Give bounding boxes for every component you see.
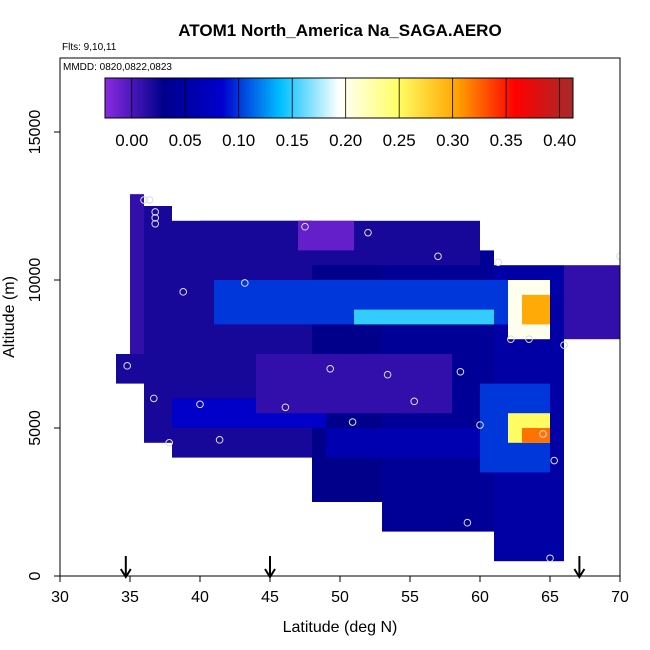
x-axis-label: Latitude (deg N)	[283, 619, 398, 636]
chart-title: ATOM1 North_America Na_SAGA.AERO	[178, 21, 501, 40]
colorbar-tick-label-6: 0.30	[436, 131, 469, 150]
flight-point-28	[550, 456, 559, 465]
colorbar-tick-label-5: 0.25	[383, 131, 416, 150]
flight-point-20	[196, 400, 204, 409]
flight-point-24	[539, 430, 547, 438]
heatmap-region-16	[522, 294, 550, 325]
heatmap-region-1	[144, 206, 172, 443]
y-tick-label-0: 0	[27, 571, 44, 580]
mmdd-annotation: MMDD: 0820,0822,0823	[63, 62, 172, 73]
heatmap-region-14	[522, 428, 550, 443]
flight-point-3	[151, 214, 159, 222]
x-tick-label-8: 70	[611, 589, 629, 606]
flight-point-29	[463, 518, 472, 527]
flight-point-27	[165, 439, 173, 447]
flight-point-15	[123, 362, 131, 370]
heatmap-region-0	[130, 194, 144, 369]
y-axis: 0 5000 10000 15000	[27, 110, 60, 580]
colorbar-gradient	[104, 77, 574, 119]
flight-point-23	[476, 421, 484, 429]
heatmap-region-19	[298, 220, 354, 251]
colorbar-tick-label-2: 0.10	[222, 131, 255, 150]
x-tick-label-4: 50	[331, 589, 349, 606]
flights-annotation: Flts: 9,10,11	[62, 42, 117, 53]
flight-point-8	[494, 258, 503, 267]
flight-point-7	[434, 252, 442, 261]
flight-point-18	[456, 367, 465, 376]
colorbar: 0.00 0.05 0.10 0.15 0.20 0.25 0.30 0.35 0.40	[104, 77, 576, 150]
heatmap-region-7	[116, 354, 144, 384]
heatmap-region-11	[326, 428, 480, 458]
x-tick-label-0: 30	[51, 589, 69, 606]
flight-point-1	[145, 196, 154, 204]
colorbar-tick-label-1: 0.05	[169, 131, 202, 150]
x-tick-label-5: 55	[401, 589, 419, 606]
flight-point-16	[326, 365, 335, 373]
flight-point-12	[507, 335, 515, 344]
flight-arrows	[119, 556, 586, 579]
colorbar-tick-label-0: 0.00	[115, 131, 148, 150]
flight-point-10	[241, 279, 249, 287]
x-axis: 30 35 40 45 50 55 60 65 70	[51, 576, 629, 606]
heatmap-region-9	[354, 309, 494, 325]
y-tick-label-2: 10000	[27, 258, 44, 303]
y-axis-label: Altitude (m)	[1, 276, 18, 358]
heatmap-cells	[116, 194, 620, 562]
flight-arrow-2	[573, 556, 586, 579]
flight-point-6	[364, 228, 372, 237]
heatmap-region-6	[564, 265, 620, 340]
flight-point-9	[616, 252, 620, 261]
flight-points	[123, 196, 620, 563]
flight-point-22	[410, 397, 419, 406]
flight-arrow-1	[264, 556, 276, 579]
flight-arrow-0	[119, 556, 132, 579]
colorbar-tick-label-7: 0.35	[490, 131, 523, 150]
flight-point-17	[383, 370, 392, 379]
flight-point-11	[179, 288, 187, 296]
flight-point-5	[301, 222, 309, 231]
x-tick-label-2: 40	[191, 589, 209, 606]
flight-point-25	[348, 418, 357, 426]
flight-point-30	[546, 554, 554, 563]
x-tick-label-3: 45	[261, 589, 279, 606]
flight-point-26	[215, 436, 224, 444]
flight-point-14	[560, 341, 568, 349]
heatmap-region-17	[256, 354, 452, 414]
flight-point-13	[525, 335, 533, 344]
flight-point-19	[150, 394, 158, 403]
flight-point-2	[151, 208, 159, 216]
x-tick-label-7: 65	[541, 589, 559, 606]
flight-point-0	[140, 196, 148, 204]
y-tick-label-3: 15000	[27, 110, 44, 155]
colorbar-tick-label-4: 0.20	[329, 131, 362, 150]
y-tick-label-1: 5000	[27, 410, 44, 446]
flight-point-4	[151, 219, 159, 228]
colorbar-tick-label-3: 0.15	[276, 131, 309, 150]
x-tick-label-6: 60	[471, 589, 489, 606]
colorbar-tick-label-8: 0.40	[543, 131, 576, 150]
flight-point-21	[281, 403, 290, 412]
x-tick-label-1: 35	[121, 589, 139, 606]
